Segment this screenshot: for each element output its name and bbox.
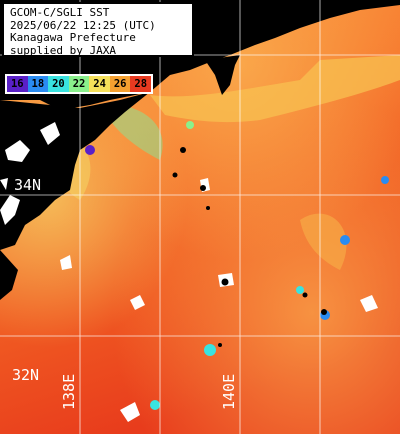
scale-cell-16: 16 (7, 76, 28, 92)
scale-cell-20: 20 (48, 76, 69, 92)
temperature-scale: 16 18 20 22 24 26 28 (5, 74, 153, 94)
timestamp: 2025/06/22 12:25 (UTC) (10, 18, 156, 32)
scale-cell-26: 26 (109, 76, 131, 92)
info-box: GCOM-C/SGLI SST 2025/06/22 12:25 (UTC) K… (2, 2, 194, 57)
scale-cell-24: 24 (89, 76, 110, 92)
lon-label-140e: 140E (220, 373, 238, 410)
lat-label-32n: 32N (12, 366, 40, 384)
scale-cell-28: 28 (130, 76, 152, 92)
cloud-patches (0, 122, 378, 422)
region-name: Kanagawa Prefecture (10, 31, 136, 44)
credit-line: supplied by JAXA (10, 43, 116, 57)
land-izu (0, 92, 150, 250)
islands (172, 147, 327, 347)
scale-cell-22: 22 (68, 76, 90, 92)
product-title: GCOM-C/SGLI SST (10, 6, 110, 19)
scale-cell-18: 18 (27, 76, 49, 92)
cool-spots (85, 121, 389, 410)
lat-label-34n: 34N (14, 176, 42, 194)
lon-label-138e: 138E (60, 373, 78, 410)
